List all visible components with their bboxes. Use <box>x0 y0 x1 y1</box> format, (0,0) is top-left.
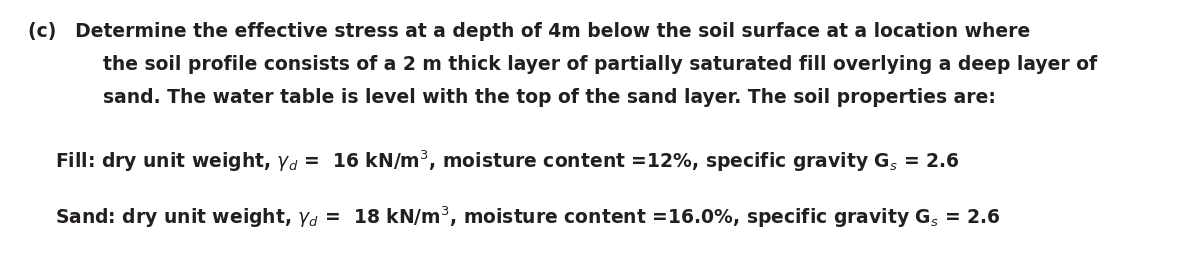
Text: Fill: dry unit weight, $\gamma_d$ =  16 kN/m$^3$, moisture content =12%, specifi: Fill: dry unit weight, $\gamma_d$ = 16 k… <box>55 148 960 173</box>
Text: Sand: dry unit weight, $\gamma_d$ =  18 kN/m$^3$, moisture content =16.0%, speci: Sand: dry unit weight, $\gamma_d$ = 18 k… <box>55 205 1001 231</box>
Text: sand. The water table is level with the top of the sand layer. The soil properti: sand. The water table is level with the … <box>28 88 996 107</box>
Text: (c) Determine the effective stress at a depth of 4m below the soil surface at a : (c) Determine the effective stress at a … <box>28 22 1031 41</box>
Text: the soil profile consists of a 2 m thick layer of partially saturated fill overl: the soil profile consists of a 2 m thick… <box>28 55 1097 74</box>
